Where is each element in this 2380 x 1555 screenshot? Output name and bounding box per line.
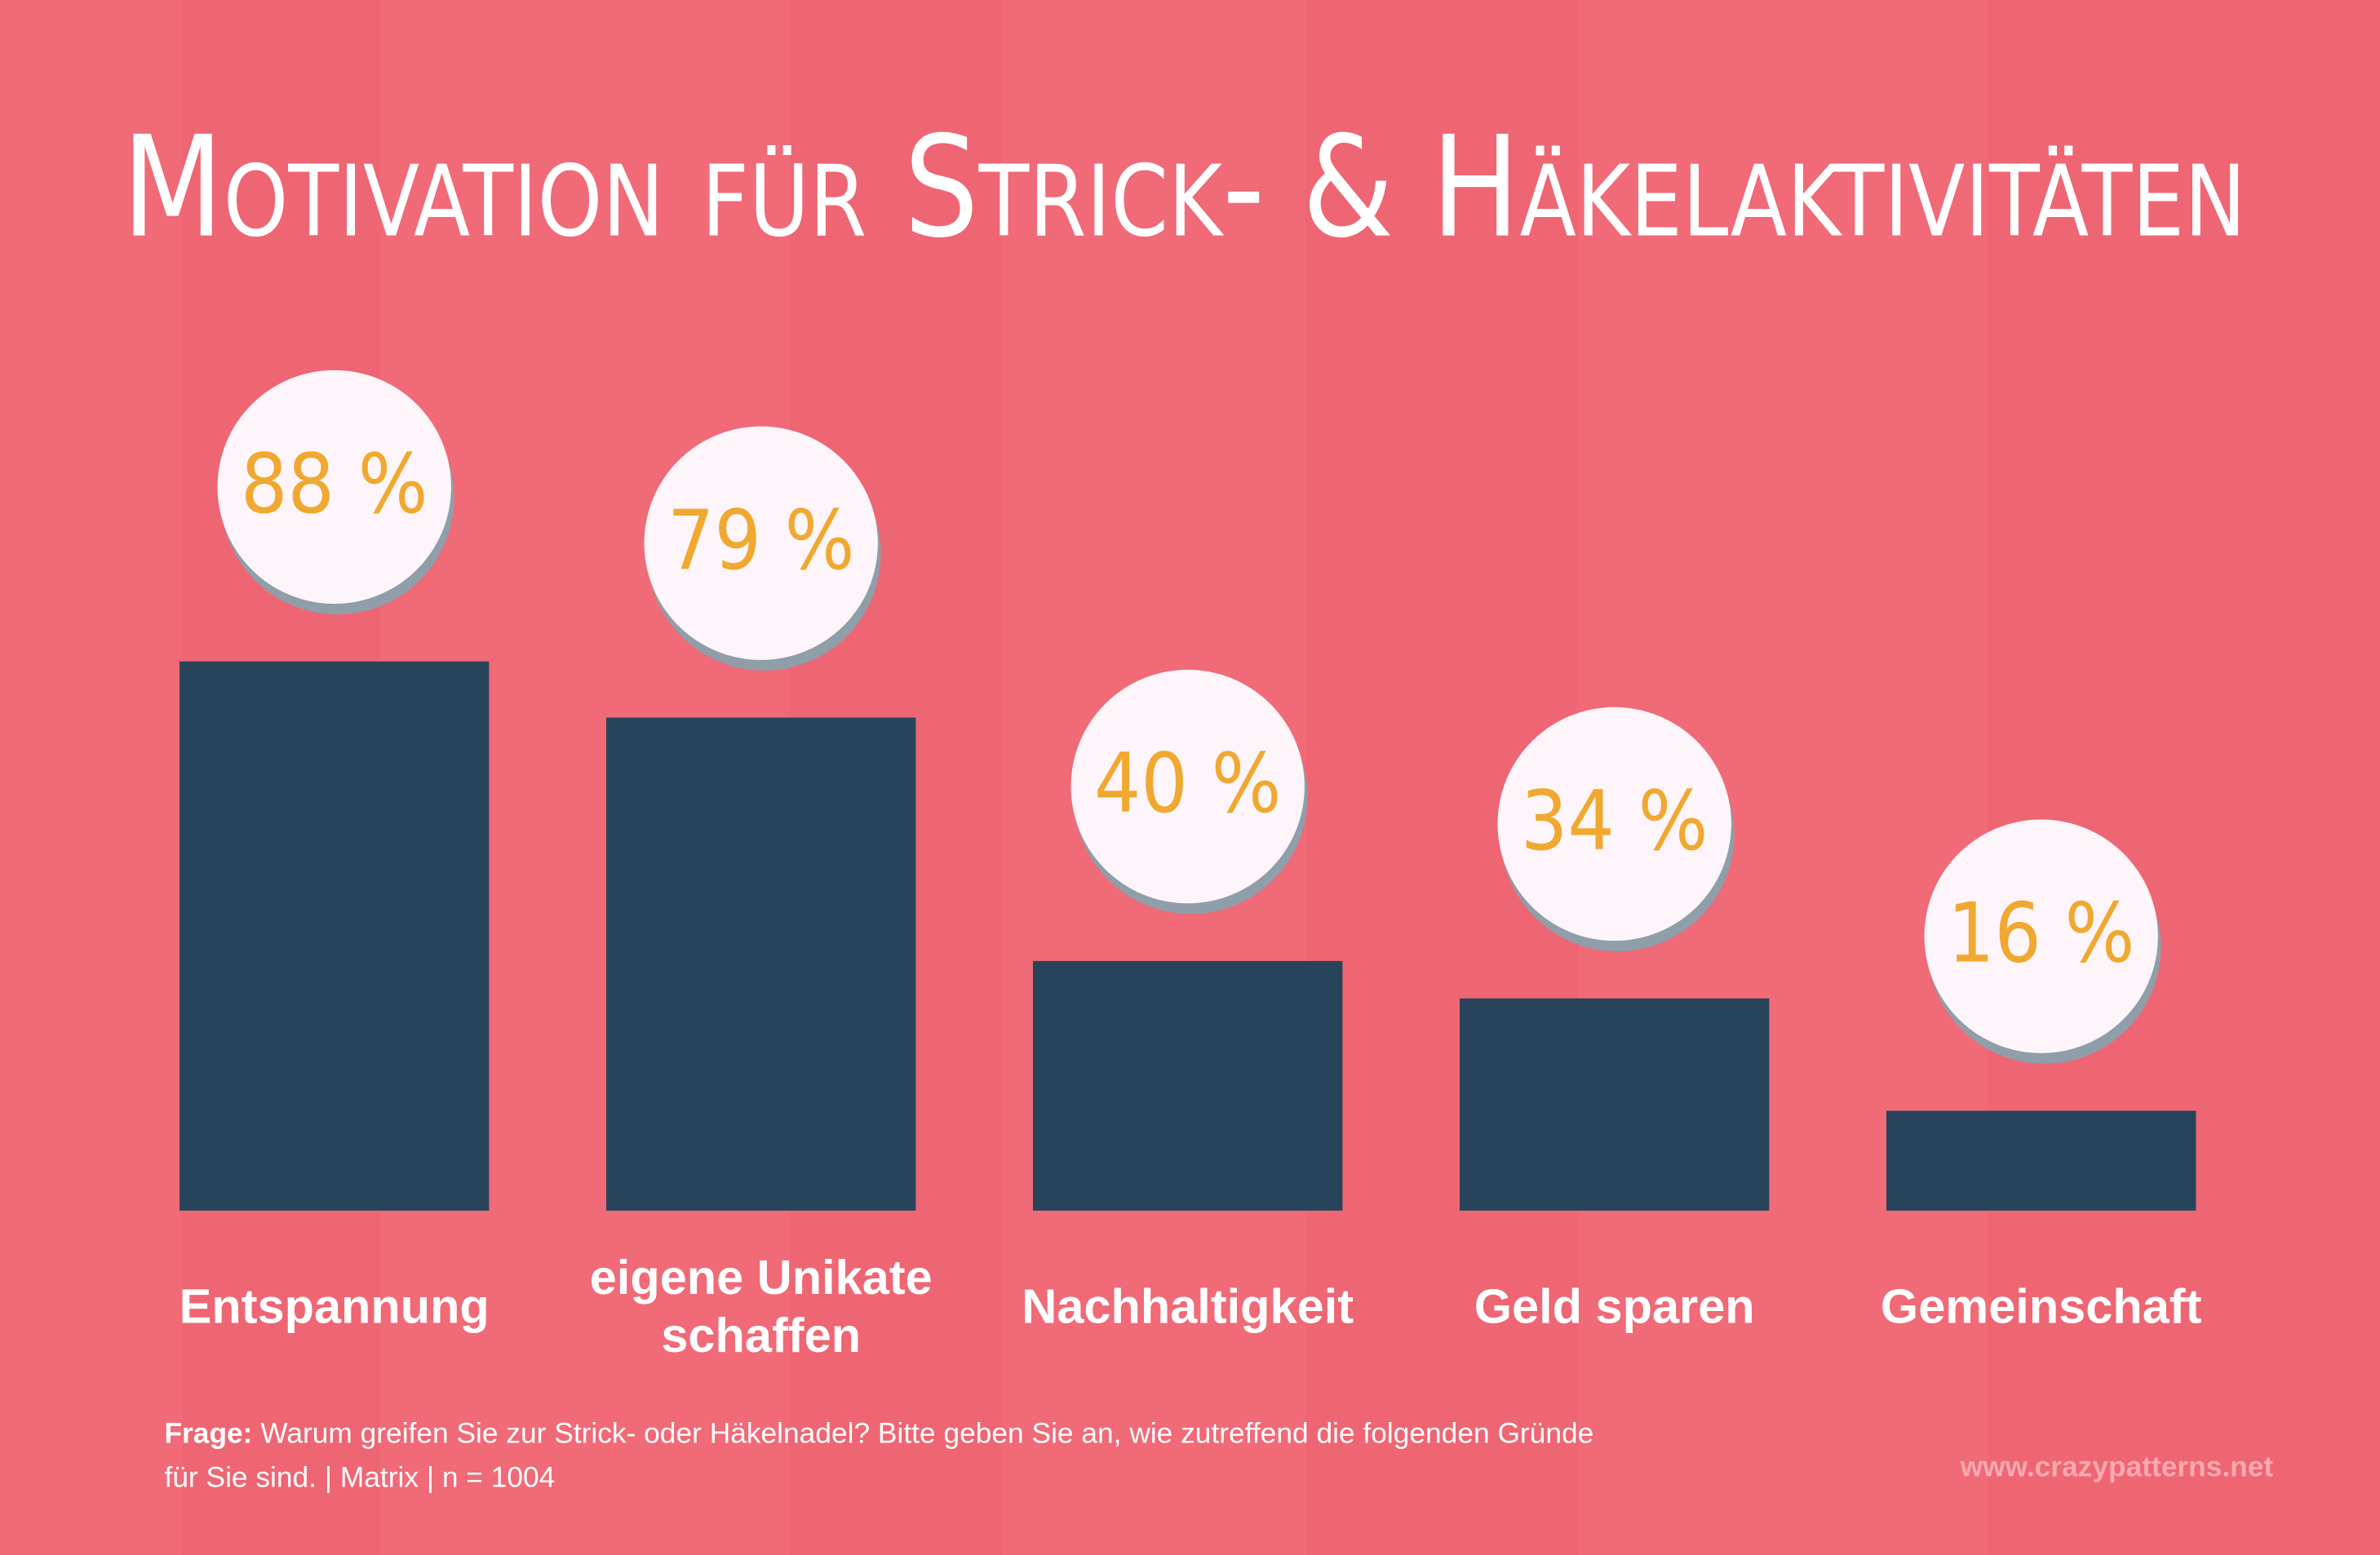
x-label-box: Entspannung (179, 1278, 490, 1334)
source: www.crazypatterns.net (1960, 1451, 2274, 1482)
footnote-text: Warum greifen Sie zur Strick- oder Häkel… (164, 1418, 1594, 1494)
bar (1886, 1110, 2196, 1211)
chart-title: Motivation für Strick- & Häkelaktivitäte… (122, 107, 2245, 269)
value-label: 34 % (1521, 773, 1708, 869)
footnote: Frage: Warum greifen Sie zur Strick- ode… (164, 1414, 1620, 1500)
label-bubble (1924, 819, 2158, 1053)
value-label: 88 % (241, 436, 428, 532)
footnote-box: Frage: Warum greifen Sie zur Strick- ode… (164, 1414, 1620, 1500)
x-label-box: eigene Unikate schaffen (589, 1249, 933, 1362)
value-label: 40 % (1094, 736, 1281, 831)
label-bubble (1070, 669, 1305, 904)
x-tick-label: eigene Unikate schaffen (589, 1249, 933, 1362)
x-tick-label: Gemeinschaft (1880, 1278, 2202, 1334)
bar (179, 661, 490, 1211)
x-tick-label: Entspannung (179, 1278, 490, 1334)
x-label-box: Nachhaltigkeit (1022, 1278, 1354, 1334)
bar (1460, 998, 1770, 1211)
x-tick-label: Geld sparen (1474, 1278, 1755, 1334)
label-bubble (217, 370, 451, 605)
label-bubble (1497, 707, 1731, 941)
x-label-box: Gemeinschaft (1880, 1278, 2202, 1334)
footnote-label: Frage: (164, 1418, 253, 1451)
value-label: 16 % (1948, 886, 2134, 981)
bar (606, 717, 916, 1211)
bar (1033, 960, 1343, 1211)
x-tick-label: Nachhaltigkeit (1022, 1278, 1354, 1334)
value-label: 79 % (667, 493, 854, 588)
label-bubble (644, 426, 878, 660)
x-label-box: Geld sparen (1474, 1278, 1755, 1334)
